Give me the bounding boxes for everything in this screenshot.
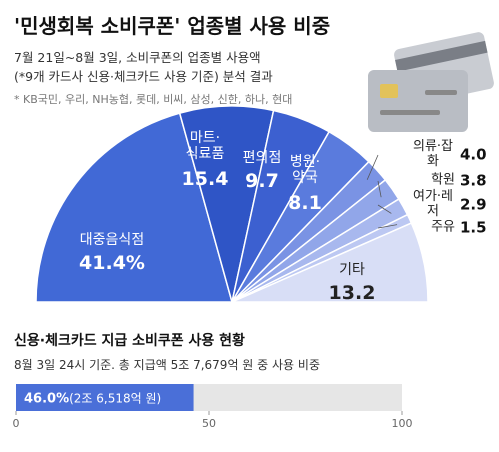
title: '민생회복 소비쿠폰' 업종별 사용 비중 (14, 14, 331, 38)
slice-value: 1.5 (460, 218, 487, 237)
leader-line (366, 154, 379, 180)
slice-label: 대중음식점 (79, 231, 145, 248)
progress-value: 46.0% (24, 392, 69, 407)
subtitle: 7월 21일~8월 3일, 소비쿠폰의 업종별 사용액 (14, 50, 261, 65)
x-tick-label: 0 (13, 417, 20, 430)
slice-value: 8.1 (288, 192, 322, 215)
slice-label: 병원· 약국 (289, 153, 321, 186)
slice-label: 여가·레저 (412, 189, 453, 219)
subtitle: (*9개 카드사 신용·체크카드 사용 기준) 분석 결과 (14, 69, 273, 84)
card-icon (368, 32, 494, 132)
leader-line (377, 204, 392, 214)
slice-value: 13.2 (328, 282, 376, 305)
slice-label: 주유 (431, 219, 455, 235)
x-tick-label: 50 (202, 417, 216, 430)
pie-slice (35, 112, 233, 303)
leader-line (377, 224, 398, 229)
annotation: (2조 6,518억 원) (69, 392, 161, 406)
slice-value: 2.9 (460, 195, 487, 214)
bar-title: 신용·체크카드 지급 소비쿠폰 사용 현황 (14, 333, 245, 349)
slice-label: 기타 (339, 261, 365, 278)
slice-label: 학원 (431, 172, 455, 188)
slice-label: 편의점 (242, 149, 282, 166)
slice-value: 4.0 (460, 145, 487, 164)
slice-label: 마트· 식료품 (185, 129, 225, 162)
bar-subtitle: 8월 3일 24시 기준. 총 지급액 5조 7,679억 원 중 사용 비중 (14, 358, 320, 372)
progress-label: 46.0%(2조 6,518억 원) (24, 392, 161, 407)
slice-label: 의류·잡화 (412, 139, 453, 169)
slice-value: 41.4% (79, 252, 145, 275)
slice-value: 9.7 (245, 170, 279, 193)
pie-slice (178, 105, 275, 303)
progress-bar (16, 384, 194, 411)
slice-value: 15.4 (181, 168, 229, 191)
note: * KB국민, 우리, NH농협, 롯데, 비씨, 삼성, 신한, 하나, 현대 (14, 93, 293, 106)
leader-line (377, 180, 382, 198)
x-tick-label: 100 (392, 417, 413, 430)
pie-slice (231, 222, 429, 303)
slice-value: 3.8 (460, 171, 487, 190)
